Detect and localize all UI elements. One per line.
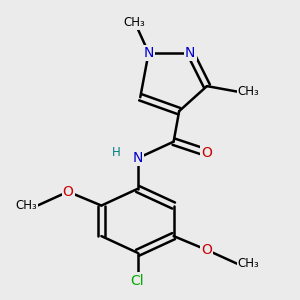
Text: O: O bbox=[202, 146, 212, 160]
Text: N: N bbox=[132, 151, 143, 165]
Text: Cl: Cl bbox=[131, 274, 144, 288]
Text: O: O bbox=[202, 243, 212, 257]
Text: H: H bbox=[112, 146, 121, 159]
Text: CH₃: CH₃ bbox=[16, 199, 38, 212]
Text: N: N bbox=[143, 46, 154, 60]
Text: O: O bbox=[63, 185, 74, 199]
Text: CH₃: CH₃ bbox=[124, 16, 146, 29]
Text: CH₃: CH₃ bbox=[238, 85, 259, 98]
Text: N: N bbox=[185, 46, 196, 60]
Text: CH₃: CH₃ bbox=[238, 257, 259, 270]
